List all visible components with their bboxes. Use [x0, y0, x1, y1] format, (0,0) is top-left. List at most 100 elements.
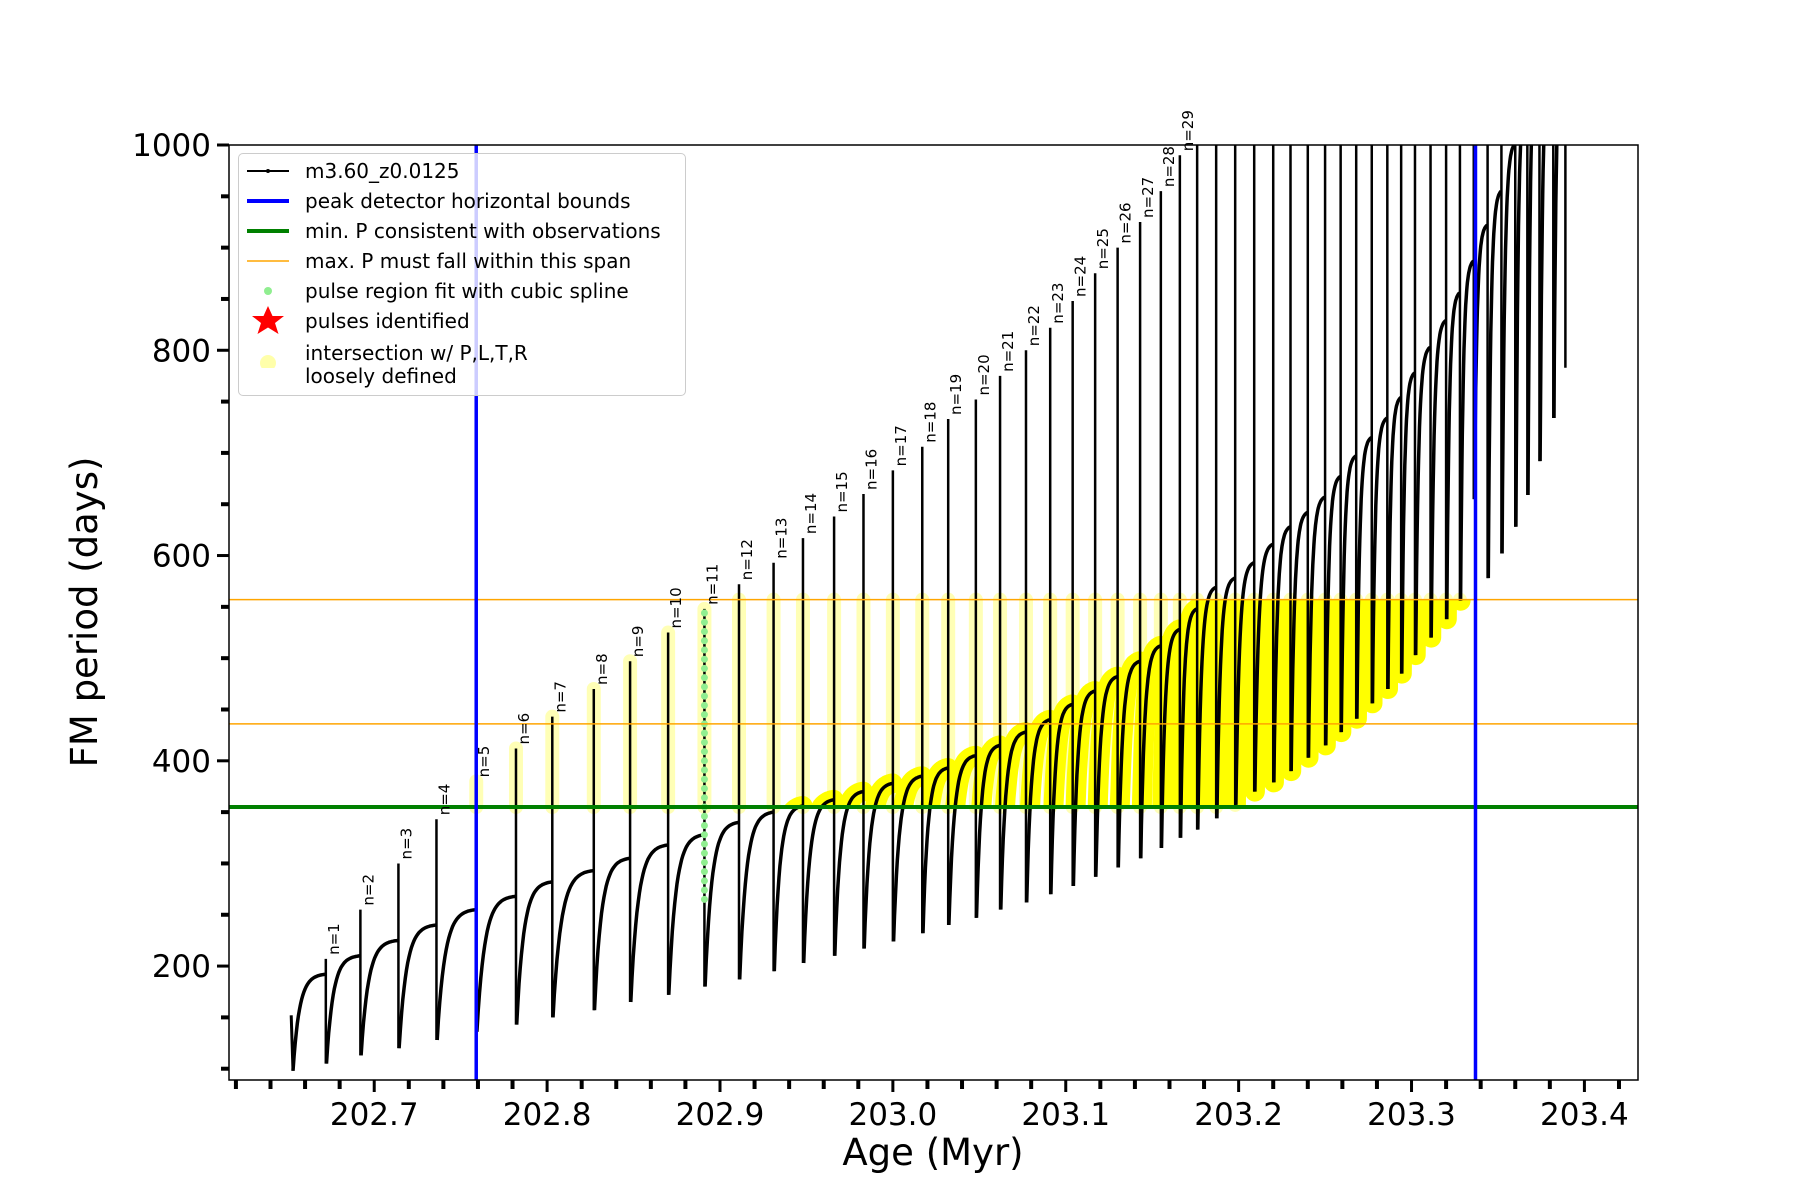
series-arc: [1215, 576, 1236, 819]
series-arc: [1386, 396, 1402, 690]
series-arc: [891, 774, 923, 942]
spline-fit-point: [700, 877, 708, 885]
pulse-label: n=5: [475, 746, 493, 778]
series-arc: [1538, 145, 1546, 462]
spline-fit-point: [700, 692, 708, 700]
spline-fit-point: [700, 609, 708, 617]
legend-item: intersection w/ P,L,T,R loosely defined: [239, 338, 685, 388]
y-tick-label: 600: [152, 539, 211, 575]
pulse-label: n=8: [593, 653, 611, 685]
pulse-label: n=24: [1072, 256, 1090, 297]
spline-fit-point: [700, 738, 708, 746]
pulse-label: n=3: [397, 828, 415, 860]
series-arc: [1116, 659, 1141, 868]
spline-fit-point: [700, 840, 708, 848]
spline-fit-point: [700, 757, 708, 765]
series-arc: [974, 743, 1001, 918]
series-arc: [514, 880, 553, 1025]
legend: m3.60_z0.0125 peak detector horizontal bo…: [238, 153, 686, 396]
legend-item: pulses identified: [239, 306, 685, 336]
axes-frame: [228, 144, 1639, 1081]
pulse-label: n=22: [1025, 305, 1043, 346]
series-arc: [1049, 702, 1073, 895]
pulse-label: n=1: [325, 923, 343, 955]
series-arc: [291, 972, 326, 1071]
series-arc: [592, 856, 631, 1011]
legend-label: max. P must fall within this span: [305, 249, 632, 273]
spline-fit-point: [700, 821, 708, 829]
series-arc: [667, 832, 705, 995]
plot-area: [229, 145, 1638, 1080]
spline-fit-point: [700, 646, 708, 654]
y-axis-label: FM period (days): [63, 457, 106, 768]
x-tick-label: 203.1: [1021, 1097, 1110, 1133]
y-tick-label: 200: [152, 949, 211, 985]
spline-fit-point: [700, 655, 708, 663]
series-arc: [1526, 145, 1534, 496]
spline-fit-point: [700, 729, 708, 737]
pulse-label: n=6: [515, 713, 533, 745]
series-arc: [1306, 495, 1326, 758]
pulse-label: n=15: [833, 471, 851, 512]
pulse-label: n=14: [802, 493, 820, 534]
axis-ticks: [217, 143, 1621, 1092]
legend-label: pulses identified: [305, 309, 470, 333]
series-arc: [359, 938, 399, 1056]
series-arc: [737, 810, 774, 980]
dot-icon: [264, 287, 272, 295]
spline-fit-point: [700, 701, 708, 709]
spline-fit-point: [700, 886, 708, 894]
series-arc: [947, 753, 976, 926]
series-arc: [551, 868, 594, 1018]
series-arc: [1289, 510, 1309, 772]
x-tick-label: 202.8: [503, 1097, 592, 1133]
marker: [266, 169, 270, 173]
circle-icon: [260, 355, 276, 368]
x-tick-label: 203.3: [1367, 1097, 1456, 1133]
spline-fit-point: [700, 618, 708, 626]
pulse-label: n=11: [703, 564, 721, 605]
pulse-label: n=4: [435, 784, 453, 816]
pulse-label: n=26: [1117, 202, 1135, 243]
pulse-label: n=18: [921, 402, 939, 443]
legend-label: intersection w/ P,L,T,R loosely defined: [305, 341, 528, 388]
legend-label: m3.60_z0.0125: [305, 159, 460, 183]
x-tick-label: 203.2: [1194, 1097, 1283, 1133]
pulse-label: n=28: [1160, 146, 1178, 187]
series-arc: [1234, 561, 1255, 805]
spline-fit-point: [700, 748, 708, 756]
series-arc: [629, 843, 669, 1003]
spline-fit-point: [700, 895, 708, 903]
line-thick-icon: [247, 199, 289, 203]
series-arc: [1139, 644, 1161, 859]
pulse-label: n=21: [999, 331, 1017, 372]
y-tick-label: 400: [152, 744, 211, 780]
pulse-label: n=23: [1049, 283, 1067, 324]
spline-fit-point: [700, 868, 708, 876]
spline-fit-point: [700, 683, 708, 691]
series-arc: [1339, 454, 1357, 733]
marker: [260, 355, 276, 368]
series-arc: [1400, 371, 1416, 674]
pulse-label: n=20: [975, 354, 993, 395]
series-arc: [1445, 291, 1461, 620]
x-axis-label: Age (Myr): [842, 1131, 1023, 1174]
spline-fit-point: [700, 627, 708, 635]
spline-fit-point: [700, 664, 708, 672]
spline-fit-point: [700, 785, 708, 793]
series-arc: [703, 820, 739, 987]
spline-fit-point: [700, 637, 708, 645]
legend-item: min. P consistent with observations: [239, 216, 685, 246]
pulse-label: n=13: [773, 518, 791, 559]
pulse-label: n=7: [551, 681, 569, 713]
legend-item: pulse region fit with cubic spline: [239, 276, 685, 306]
spline-fit-point: [700, 831, 708, 839]
series-arc: [1486, 189, 1503, 579]
series-arc: [1272, 525, 1291, 783]
series-arc: [1514, 145, 1523, 527]
spline-fit-point: [700, 766, 708, 774]
spline-fit-point: [700, 849, 708, 857]
y-tick-label: 1000: [132, 128, 211, 164]
series-arc: [475, 894, 516, 1032]
